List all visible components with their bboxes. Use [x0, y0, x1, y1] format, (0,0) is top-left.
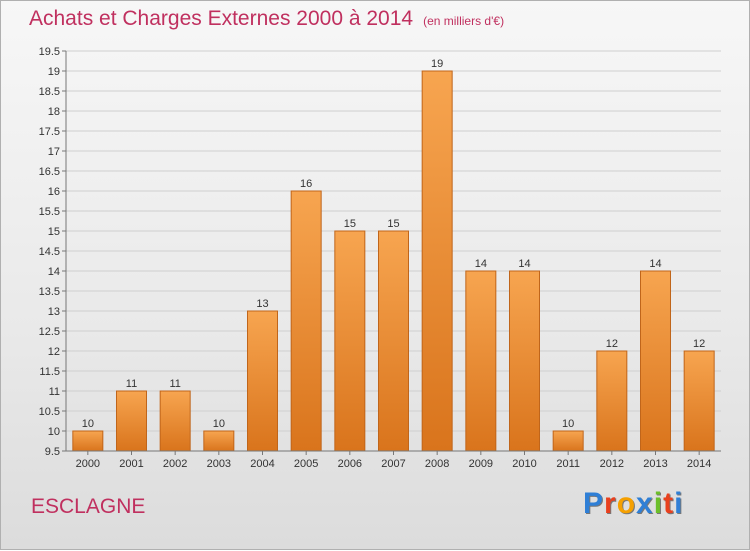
proxiti-logo: Proxiti — [583, 487, 683, 521]
x-tick-label: 2002 — [163, 458, 187, 470]
labels: 9.5 10 10.5 11 11.5 12 12.5 13 13.5 14 14.5 15 15.5 1… — [39, 46, 712, 470]
data-label: 13 — [256, 298, 268, 310]
chart-title: Achats et Charges Externes 2000 à 2014 (e… — [29, 7, 504, 31]
y-tick-label: 16.5 — [39, 166, 60, 178]
x-tick-label: 2006 — [338, 458, 362, 470]
y-tick-label: 17.5 — [39, 126, 60, 138]
bar — [509, 270, 540, 452]
x-tick-label: 2012 — [600, 458, 624, 470]
y-tick-label: 18 — [48, 106, 60, 118]
bar — [378, 230, 409, 452]
y-tick-label: 12.5 — [39, 326, 60, 338]
bar — [72, 430, 104, 452]
y-tick-label: 19 — [48, 66, 60, 78]
y-tick-label: 17 — [48, 146, 60, 158]
bar — [683, 350, 715, 452]
logo-letter: r — [604, 487, 617, 520]
x-tick-label: 2000 — [76, 458, 100, 470]
y-tick-label: 14.5 — [39, 246, 60, 258]
y-tick-label: 13 — [48, 306, 60, 318]
bar — [334, 230, 366, 452]
chart-subtitle: (en milliers d'€) — [423, 14, 505, 28]
bars — [72, 70, 715, 452]
x-tick-label: 2009 — [469, 458, 493, 470]
bar — [203, 430, 235, 452]
data-label: 11 — [169, 378, 180, 390]
y-tick-label: 18.5 — [39, 86, 60, 98]
data-label: 10 — [213, 418, 225, 430]
data-label: 14 — [649, 258, 661, 270]
x-tick-label: 2014 — [687, 458, 711, 470]
logo-letter: t — [663, 487, 675, 520]
x-tick-label: 2011 — [556, 458, 580, 470]
data-label: 12 — [606, 338, 618, 350]
x-tick-label: 2004 — [250, 458, 274, 470]
bar — [290, 190, 322, 452]
data-label: 16 — [300, 178, 312, 190]
y-tick-label: 11 — [49, 386, 60, 398]
data-label: 10 — [562, 418, 574, 430]
y-tick-label: 19.5 — [39, 46, 60, 58]
bar — [421, 70, 453, 452]
data-label: 10 — [82, 418, 94, 430]
logo-letter: i — [653, 487, 664, 520]
data-label: 12 — [693, 338, 705, 350]
y-tick-label: 12 — [48, 346, 60, 358]
x-tick-label: 2013 — [643, 458, 667, 470]
chart-title-text: Achats et Charges Externes 2000 à 2014 — [29, 7, 414, 30]
logo-letter: o — [616, 487, 637, 520]
commune-name: ESCLAGNE — [31, 495, 146, 518]
logo-letter: x — [636, 487, 654, 520]
bar — [465, 270, 497, 452]
logo-letter: i — [674, 487, 684, 520]
axes — [62, 50, 721, 455]
x-tick-label: 2008 — [425, 458, 449, 470]
data-label: 11 — [126, 378, 137, 390]
y-tick-label: 15 — [48, 226, 60, 238]
y-tick-label: 14 — [48, 266, 60, 278]
bar — [552, 430, 584, 452]
data-label: 19 — [431, 58, 443, 70]
data-label: 15 — [387, 218, 399, 230]
bar — [247, 310, 278, 452]
y-tick-label: 13.5 — [39, 286, 60, 298]
bar — [159, 390, 191, 452]
y-tick-label: 15.5 — [39, 206, 60, 218]
x-tick-label: 2005 — [294, 458, 318, 470]
data-label: 15 — [344, 218, 356, 230]
x-tick-label: 2007 — [381, 458, 405, 470]
data-label: 14 — [518, 258, 530, 270]
y-tick-label: 10.5 — [39, 406, 60, 418]
bar — [640, 270, 671, 452]
y-tick-label: 16 — [48, 186, 60, 198]
y-tick-label: 11.5 — [39, 366, 60, 378]
x-tick-label: 2003 — [207, 458, 231, 470]
bar — [116, 390, 147, 452]
y-tick-label: 9.5 — [45, 446, 60, 458]
data-label: 14 — [475, 258, 487, 270]
x-tick-label: 2010 — [512, 458, 536, 470]
logo-letter: P — [583, 487, 605, 520]
y-tick-label: 10 — [48, 426, 60, 438]
x-tick-label: 2001 — [119, 458, 143, 470]
bar — [596, 350, 628, 452]
